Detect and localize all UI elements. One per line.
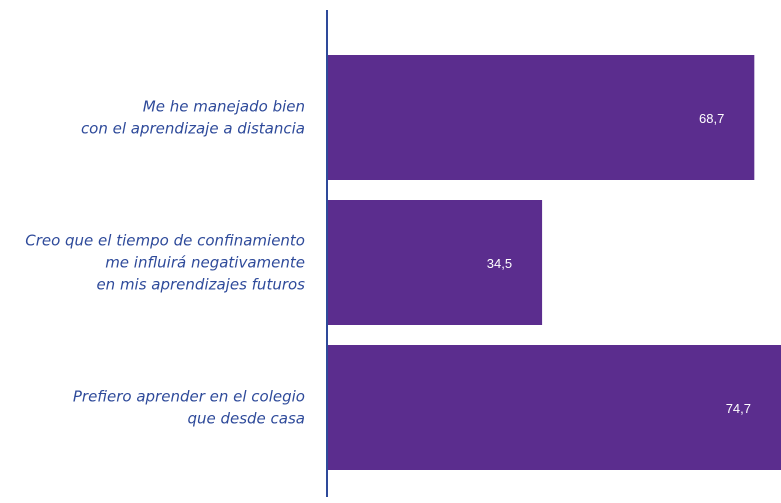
category-label: Creo que el tiempo de confinamiento me in… bbox=[25, 231, 305, 293]
category-line: me influirá negativamente bbox=[105, 253, 305, 271]
category-line: que desde casa bbox=[187, 409, 305, 427]
category-label: Prefiero aprender en el colegio que desde… bbox=[73, 387, 305, 427]
bar bbox=[328, 200, 543, 325]
category-line: con el aprendizaje a distancia bbox=[81, 119, 305, 137]
bar bbox=[328, 55, 755, 180]
bar bbox=[328, 345, 781, 470]
value-label: 68,7 bbox=[699, 111, 724, 126]
category-label: Me he manejado bien con el aprendizaje a … bbox=[81, 97, 305, 137]
value-label: 34,5 bbox=[487, 256, 512, 271]
category-line: en mis aprendizajes futuros bbox=[96, 275, 305, 293]
value-label: 74,7 bbox=[726, 401, 751, 416]
category-line: Prefiero aprender en el colegio bbox=[73, 387, 305, 405]
category-line: Creo que el tiempo de confinamiento bbox=[25, 231, 305, 249]
category-line: Me he manejado bien bbox=[143, 97, 305, 115]
